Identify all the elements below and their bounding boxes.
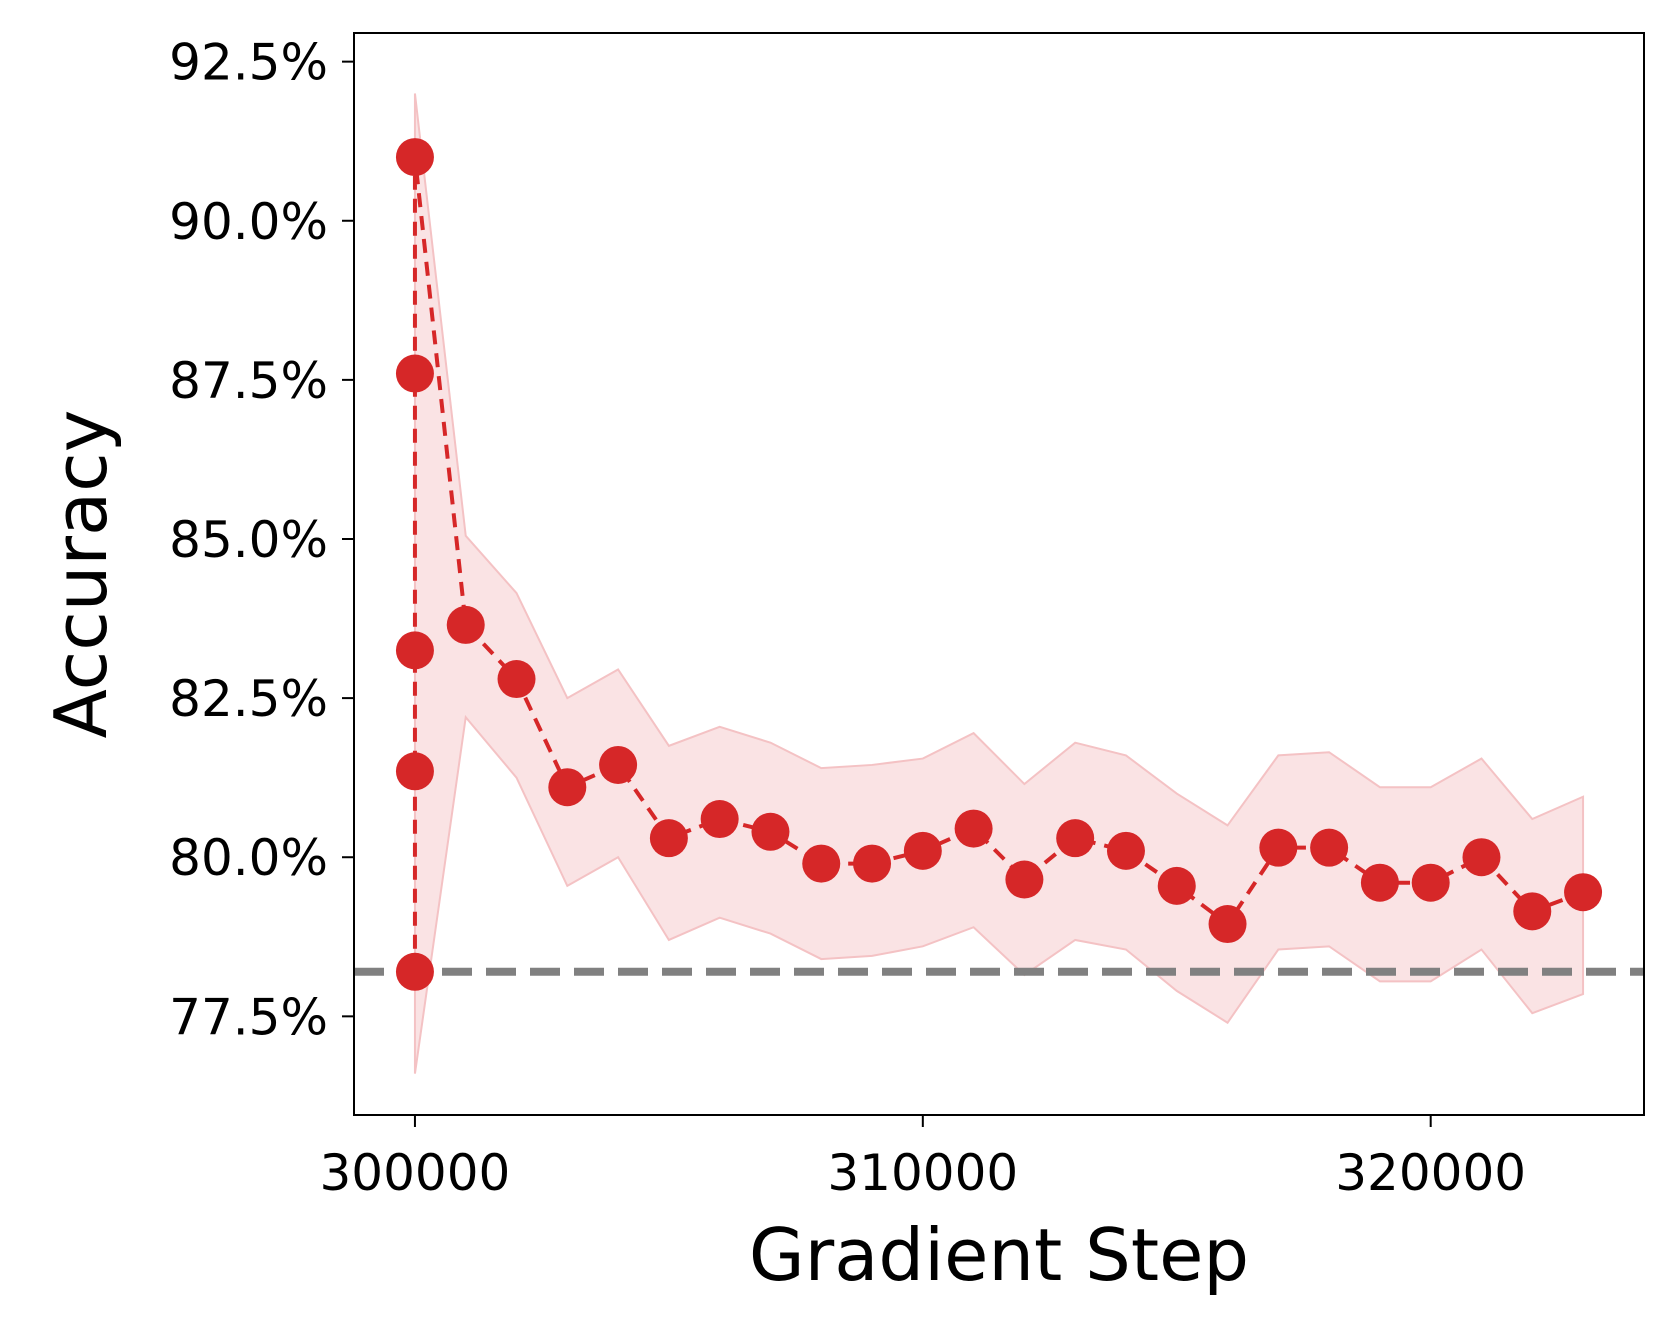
- data-point: [599, 745, 638, 784]
- y-axis-ticks: 77.5% 80.0% 82.5% 85.0% 87.5% 90.0% 92.5%: [169, 34, 354, 1046]
- y-tick-label: 77.5%: [169, 988, 328, 1046]
- y-tick-label: 80.0%: [169, 829, 328, 887]
- data-point: [395, 952, 434, 991]
- data-point: [1157, 866, 1196, 905]
- y-tick-label: 90.0%: [169, 193, 328, 251]
- x-tick-label: 320000: [1335, 1144, 1526, 1202]
- x-tick-label: 300000: [320, 1144, 511, 1202]
- confidence-band: [413, 93, 1585, 1074]
- confidence-band-layer: [413, 93, 1585, 1074]
- data-point: [395, 752, 434, 791]
- plot-frame: [353, 32, 1645, 1116]
- y-tick-label: 82.5%: [169, 670, 328, 728]
- y-tick-label: 85.0%: [169, 511, 328, 569]
- data-point: [1462, 838, 1501, 877]
- data-point: [903, 831, 942, 870]
- data-point: [802, 844, 841, 883]
- data-point: [1056, 819, 1095, 858]
- y-axis-title: Accuracy: [39, 410, 123, 739]
- data-point: [853, 844, 892, 883]
- data-point: [446, 605, 485, 644]
- data-point: [1310, 828, 1349, 867]
- series-marker-layer: [395, 138, 1603, 991]
- data-point: [1360, 863, 1399, 902]
- data-point: [751, 812, 790, 851]
- data-point: [649, 819, 688, 858]
- data-point: [395, 354, 434, 393]
- accuracy-series-line: [412, 156, 1584, 972]
- x-axis-title: Gradient Step: [749, 1213, 1249, 1297]
- data-point: [1208, 905, 1247, 944]
- data-point: [1259, 828, 1298, 867]
- data-point: [548, 768, 587, 807]
- y-tick-label: 87.5%: [169, 352, 328, 410]
- series-line-layer: [412, 156, 1584, 972]
- data-point: [1513, 892, 1552, 931]
- data-point: [395, 631, 434, 670]
- y-tick-label: 92.5%: [169, 34, 328, 92]
- data-point: [1005, 860, 1044, 899]
- data-point: [954, 809, 993, 848]
- data-point: [395, 138, 434, 177]
- x-axis-ticks: 300000 310000 320000: [320, 1115, 1526, 1202]
- data-point: [1411, 863, 1450, 902]
- data-point: [497, 660, 536, 699]
- data-point: [1106, 831, 1145, 870]
- data-point: [700, 800, 739, 839]
- data-point: [1564, 873, 1603, 912]
- x-tick-label: 310000: [827, 1144, 1018, 1202]
